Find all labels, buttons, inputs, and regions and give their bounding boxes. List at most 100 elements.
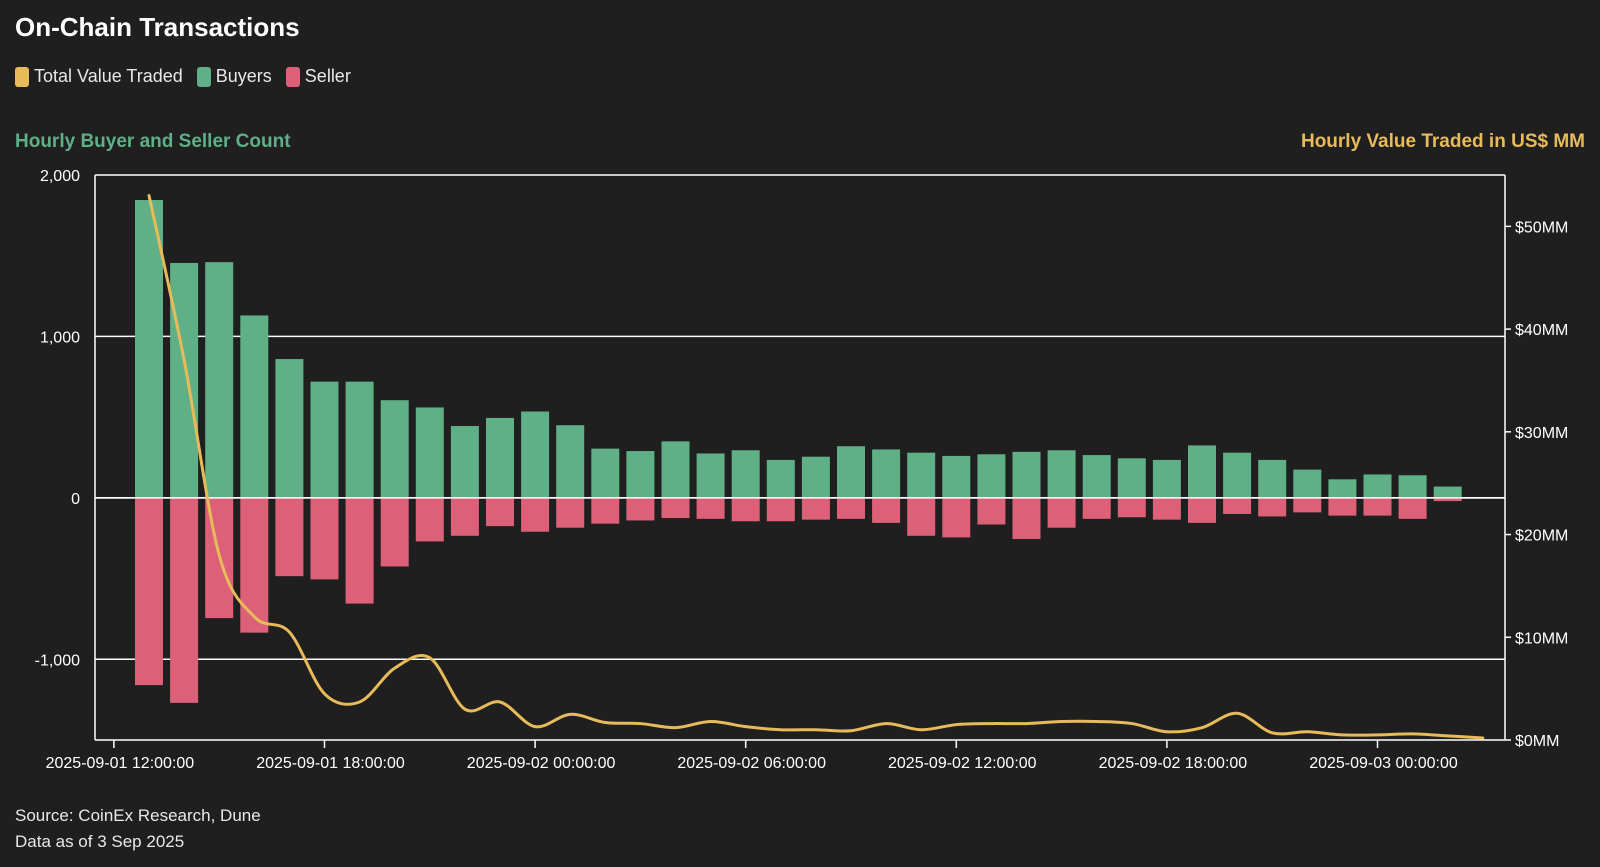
footer: Source: CoinEx Research, Dune Data as of…	[15, 803, 261, 855]
buyers-bar	[556, 425, 585, 498]
buyers-bar	[240, 315, 269, 498]
right-axis-title: Hourly Value Traded in US$ MM	[1300, 131, 1585, 152]
x-tick-label: 2025-09-01 12:00:00	[46, 755, 195, 772]
buyers-bar	[977, 454, 1006, 498]
buyers-bar	[696, 453, 725, 498]
buyers-bar	[801, 456, 830, 498]
seller-bar	[1363, 497, 1392, 516]
x-tick-label: 2025-09-03 00:00:00	[1309, 755, 1458, 772]
seller-bar	[696, 497, 725, 519]
buyers-bar	[1363, 474, 1392, 498]
buyers-bar	[345, 381, 374, 498]
legend-swatch-seller	[285, 66, 300, 87]
buyers-bar	[1433, 486, 1462, 498]
seller-bar	[731, 497, 760, 522]
buyers-bar	[1258, 459, 1287, 498]
x-tick-label: 2025-09-02 00:00:00	[467, 755, 616, 772]
legend-label-buyers: Buyers	[215, 66, 272, 86]
seller-bar	[1082, 497, 1111, 519]
seller-bar	[486, 497, 514, 527]
seller-bar	[661, 497, 690, 519]
y-right-tick-label: $50MM	[1515, 219, 1568, 236]
x-tick-label: 2025-09-01 18:00:00	[256, 755, 405, 772]
seller-bar	[1258, 497, 1287, 517]
seller-bar	[1152, 497, 1181, 520]
buyers-bar	[170, 262, 199, 498]
buyers-bar	[486, 417, 514, 498]
seller-bar	[907, 497, 936, 536]
buyers-bar	[1012, 451, 1041, 498]
seller-bar	[135, 497, 163, 686]
buyers-bar	[661, 441, 690, 498]
buyers-bar	[591, 448, 620, 498]
buyers-bar	[135, 200, 163, 498]
legend-swatch-total-value	[15, 66, 29, 87]
buyers-bar	[1152, 459, 1181, 498]
buyers-bar	[415, 407, 444, 498]
buyers-bar	[1188, 445, 1216, 498]
seller-bar	[872, 497, 901, 523]
seller-bar	[626, 497, 655, 521]
seller-bar	[240, 497, 269, 633]
seller-bar	[1293, 497, 1322, 513]
seller-bar	[1398, 497, 1427, 519]
buyers-bar	[521, 411, 550, 498]
legend-item-total-value[interactable]: Total Value Traded	[15, 66, 183, 87]
buyers-bar	[1398, 475, 1427, 498]
x-tick-label: 2025-09-02 12:00:00	[888, 755, 1037, 772]
seller-bar	[942, 497, 971, 538]
legend-swatch-buyers	[196, 66, 211, 87]
seller-bar	[1012, 497, 1041, 540]
seller-bar	[310, 497, 339, 580]
seller-bar	[521, 497, 550, 532]
legend-item-buyers[interactable]: Buyers	[196, 66, 272, 87]
buyers-bar	[1047, 450, 1076, 498]
seller-bar	[275, 497, 304, 577]
seller-bar	[837, 497, 865, 519]
buyers-bar	[837, 446, 865, 498]
buyers-bar	[872, 449, 901, 498]
legend: Total Value Traded Buyers Seller	[15, 66, 351, 87]
buyers-bar	[766, 459, 795, 498]
y-left-tick-label: 2,000	[40, 168, 80, 185]
buyers-bar	[942, 455, 971, 498]
seller-bar	[380, 497, 409, 567]
buyers-bar	[731, 450, 760, 498]
seller-bar	[1047, 497, 1076, 528]
seller-bar	[450, 497, 479, 536]
total-value-line	[147, 194, 1485, 740]
buyers-bar	[626, 451, 655, 498]
chart-title: On-Chain Transactions	[15, 12, 300, 42]
y-right-tick-label: $10MM	[1515, 630, 1568, 647]
seller-bar	[1328, 497, 1357, 516]
seller-bar	[1433, 497, 1462, 502]
x-tick-label: 2025-09-02 18:00:00	[1099, 755, 1248, 772]
seller-bar	[415, 497, 444, 542]
legend-label-total-value: Total Value Traded	[34, 66, 183, 86]
buyers-bar	[205, 262, 234, 498]
buyers-bar	[1293, 469, 1322, 498]
seller-bar	[1223, 497, 1252, 514]
buyers-bar	[275, 359, 304, 498]
buyers-bar	[1328, 479, 1357, 498]
data-as-of-note: Data as of 3 Sep 2025	[15, 832, 185, 851]
seller-bar	[170, 497, 199, 703]
y-right-tick-label: $0MM	[1515, 733, 1559, 750]
seller-bar	[556, 497, 585, 528]
seller-bar	[801, 497, 830, 520]
seller-bar	[977, 497, 1006, 525]
buyers-bar	[1082, 455, 1111, 498]
y-right-tick-label: $30MM	[1515, 425, 1568, 442]
seller-bar	[1188, 497, 1216, 523]
buyers-bar	[1117, 458, 1146, 498]
seller-bar	[1117, 497, 1146, 518]
seller-bar	[766, 497, 795, 522]
y-right-tick-label: $40MM	[1515, 322, 1568, 339]
y-left-tick-label: 0	[71, 491, 80, 508]
legend-label-seller: Seller	[304, 66, 351, 86]
chart-area: 2,000 1,000 0 -1,000 $0MM $10MM $20MM $30MM $40M…	[35, 168, 1569, 772]
buyers-bar	[450, 426, 479, 498]
y-left-tick-label: 1,000	[40, 329, 80, 346]
legend-item-seller[interactable]: Seller	[285, 66, 351, 87]
seller-bar	[345, 497, 374, 604]
